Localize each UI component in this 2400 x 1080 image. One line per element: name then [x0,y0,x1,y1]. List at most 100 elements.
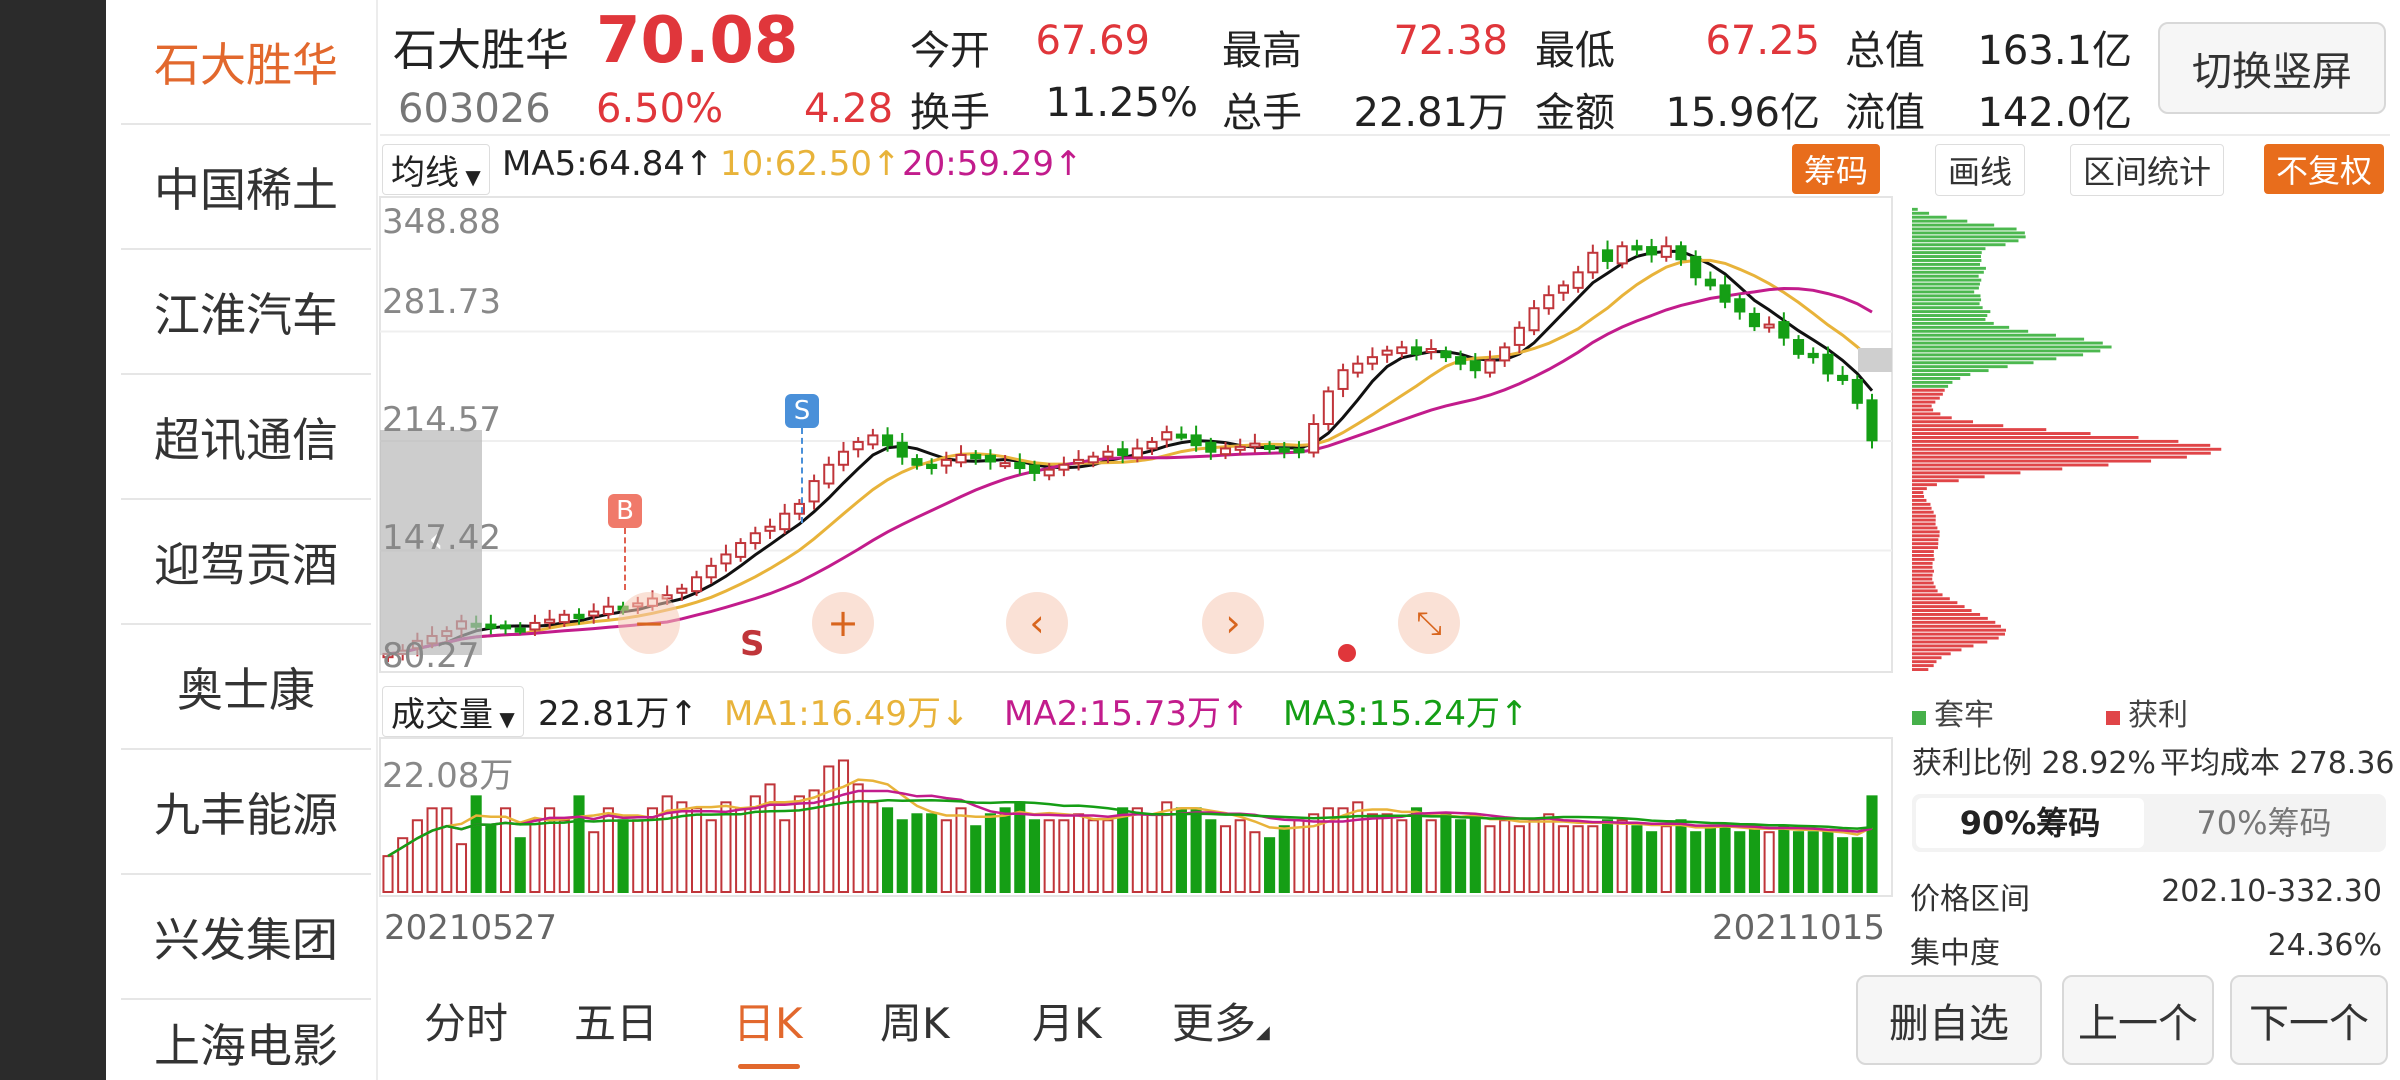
volume-bar [1763,831,1775,894]
chip-bar [1912,341,2103,345]
tab-daily-k[interactable]: 日K [733,999,803,1048]
chip-bar [1912,668,1929,671]
profit-ratio: 获利比例 28.92% [1912,738,2156,782]
candle-body [1455,356,1467,365]
chip-bar [1912,624,2001,628]
chevron-left-icon[interactable]: ‹ [1006,592,1068,654]
candle-body [1484,359,1496,374]
candle-body [676,587,688,594]
scroll-left-handle[interactable] [380,430,482,655]
sell-marker-line [801,428,803,523]
ma-selector[interactable]: 均线 ▼ [382,144,490,195]
candle-body [793,502,805,515]
candle-body [485,623,497,629]
tab-chip-70[interactable]: 70%筹码 [2196,804,2332,842]
buy-marker[interactable]: B [608,494,642,528]
chip-bar [1912,369,1989,373]
ma5-line [387,249,1874,656]
volume-bar [1572,825,1584,894]
volume-bar [1690,831,1702,894]
previous-stock-button[interactable]: 上一个 [2062,975,2214,1065]
sidebar-item-stock[interactable]: 兴发集团 [121,875,371,1000]
ma20-line [387,286,1873,656]
stock-list-sidebar: 石大胜华 中国稀土 江淮汽车 超讯通信 迎驾贡酒 奥士康 九丰能源 兴发集团 上… [106,0,376,1080]
collapse-icon[interactable]: ⤡ [1398,592,1460,654]
range-stats-button[interactable]: 区间统计 [2070,144,2225,196]
tab-monthly-k[interactable]: 月K [1032,999,1102,1048]
candle-body [1778,321,1790,339]
no-adjust-tag[interactable]: 不复权 [2264,144,2385,194]
tab-five-day[interactable]: 五日 [574,999,659,1048]
candle-body [1763,323,1775,329]
latest-dot [1338,644,1356,662]
sidebar-item-stock[interactable]: 迎驾贡酒 [121,500,371,625]
chip-bar [1912,542,1939,546]
legend-swatch [1912,711,1926,725]
vol-ma1-value: MA1:16.49万↓ [724,686,970,735]
chip-bar [1912,329,2029,333]
chip-bar [1912,306,1983,310]
tab-weekly-k[interactable]: 周K [880,999,950,1048]
sell-marker[interactable]: S [785,394,819,428]
stock-name: 石大胜华 [393,25,569,76]
volume-bar [1748,825,1761,894]
concentration-row: 集中度 24.36% [1910,928,2382,972]
chip-bar [1912,585,1936,589]
tab-more[interactable]: 更多◢ [1172,990,1270,1051]
candle-body [808,480,820,503]
chip-bar [1912,392,1943,396]
chip-bar [1912,416,1952,420]
legend-profit-label: 获利 [2128,698,2188,733]
chip-bar [1912,314,1988,317]
zoom-in-button[interactable]: + [812,592,874,654]
candle-body [1822,353,1834,375]
candle-body [1469,360,1481,372]
volume-bar [1043,819,1055,893]
volume-bar [1778,825,1790,894]
next-stock-button[interactable]: 下一个 [2230,975,2388,1065]
volume-selector[interactable]: 成交量 ▼ [382,686,524,737]
volume-bar [588,831,600,894]
switch-portrait-button[interactable]: 切换竖屏 [2158,22,2386,114]
candle-body [1014,462,1026,470]
sidebar-item-stock[interactable]: 九丰能源 [121,750,371,875]
chip-bar [1912,620,1996,624]
price-axis-label: 214.57 [382,400,501,440]
volume-bar [558,819,570,893]
vol-ma3-value: MA3:15.24万↑ [1283,686,1529,735]
sidebar-item-stock[interactable]: 石大胜华 [121,0,371,125]
chevron-right-icon[interactable]: › [1202,592,1264,654]
volume-bar [1631,825,1643,894]
candle-body [1087,455,1099,464]
remove-watchlist-button[interactable]: 删自选 [1856,975,2042,1065]
sidebar-item-stock[interactable]: 奥士康 [121,625,371,750]
candle-body [1528,307,1540,332]
volume-bar [544,807,556,893]
volume-bar [1719,825,1731,894]
sidebar-item-stock[interactable]: 中国稀土 [121,125,371,250]
sidebar-item-stock[interactable]: 超讯通信 [121,375,371,500]
volume-bar [1646,831,1658,894]
chip-bar [1912,664,1934,668]
tab-chip-90[interactable]: 90%筹码 [1916,798,2144,848]
chip-bar [1912,259,1982,262]
tab-intraday[interactable]: 分时 [424,999,509,1048]
chip-bar [1912,290,1975,294]
volume-value: 22.81万 [1353,90,1508,136]
sidebar-item-stock[interactable]: 江淮汽车 [121,250,371,375]
chip-bar [1912,286,1979,290]
zoom-out-button[interactable]: − [618,592,680,654]
sidebar-item-stock[interactable]: 上海电影 [154,1019,338,1073]
candle-body [1322,390,1334,426]
draw-line-button[interactable]: 画线 [1935,144,2026,196]
chip-tag[interactable]: 筹码 [1792,144,1881,194]
candle-body [690,576,703,593]
candle-body [882,434,894,447]
candle-body [1792,339,1805,355]
chip-bar [1912,207,1918,211]
candle-body [1866,399,1878,442]
volume-bar [735,807,747,893]
chip-bar [1912,546,1938,550]
candle-body [499,624,512,630]
